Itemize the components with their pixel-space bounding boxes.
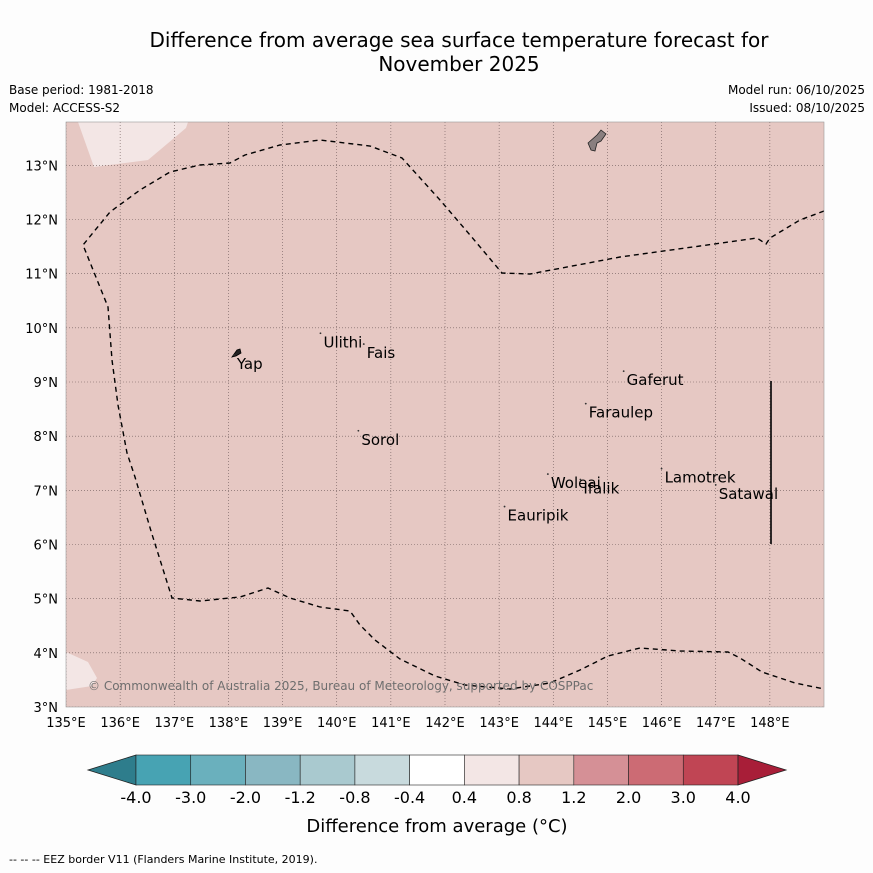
colorbar-segment xyxy=(409,754,465,786)
lat-tick-label: 12°N xyxy=(25,214,58,229)
colorbar-tick-label: 0.8 xyxy=(506,788,531,807)
lon-tick-label: 144°E xyxy=(534,716,574,731)
lon-tick-label: 136°E xyxy=(100,716,140,731)
colorbar-tick-labels: -4.0 -3.0 -2.0 -1.2 -0.8 -0.4 0.4 0.8 1.2 2.0 3.0 4… xyxy=(120,788,750,807)
lat-tick-label: 11°N xyxy=(25,268,58,283)
atoll-marker xyxy=(579,478,582,481)
lat-tick-label: 3°N xyxy=(34,701,59,716)
lon-tick-label: 135°E xyxy=(46,716,86,731)
cooler-region-top xyxy=(78,122,188,167)
longitude-tick-labels: 135°E 136°E 137°E 138°E 139°E 140°E 141°E 142°E… xyxy=(46,716,789,731)
colorbar-segment xyxy=(628,754,684,786)
latitude-tick-labels: 3°N 4°N 5°N 6°N 7°N 8°N 9°N 10°N 11°N 12°N 13°N xyxy=(25,159,58,716)
place-label: Ifalik xyxy=(583,480,619,498)
cooler-region-bottom xyxy=(66,652,97,690)
colorbar-segment xyxy=(464,754,520,786)
place-label: Yap xyxy=(236,355,263,373)
colorbar-segment xyxy=(518,754,575,786)
model-name: Model: ACCESS-S2 xyxy=(9,101,121,115)
colorbar-high-extend xyxy=(737,754,788,786)
atoll-marker xyxy=(660,467,663,470)
map-frame xyxy=(65,121,825,708)
meta-right: Model run: 06/10/2025 Issued: 08/10/2025 xyxy=(728,81,865,117)
colorbar-segment xyxy=(135,754,192,786)
lat-tick-label: 8°N xyxy=(34,430,59,445)
colorbar-tick-label: -2.0 xyxy=(230,788,261,807)
model-run: Model run: 06/10/2025 xyxy=(727,83,865,97)
colorbar-tick-label: 4.0 xyxy=(725,788,750,807)
atoll-marker xyxy=(232,354,235,356)
title-line-1: Difference from average sea surface temp… xyxy=(149,28,769,52)
colorbar-segment xyxy=(190,754,246,786)
chart-title: Difference from average sea surface temp… xyxy=(0,28,873,76)
colorbar-segment xyxy=(299,754,356,786)
colorbar-low-extend xyxy=(86,754,137,786)
colorbar-tick-label: 1.2 xyxy=(561,788,586,807)
base-period: Base period: 1981-2018 xyxy=(9,83,154,97)
meta-left: Base period: 1981-2018 Model: ACCESS-S2 xyxy=(9,81,154,117)
lat-tick-label: 7°N xyxy=(34,484,59,499)
atoll-marker xyxy=(357,429,360,432)
colorbar-segment xyxy=(245,754,301,786)
lon-tick-label: 142°E xyxy=(425,716,465,731)
title-line-2: November 2025 xyxy=(378,52,540,76)
place-label: Woleai xyxy=(551,474,601,492)
place-labels: Yap Ulithi Fais Gaferut Faraulep Sorol Lamotre… xyxy=(232,332,778,525)
lon-tick-label: 137°E xyxy=(155,716,195,731)
eez-legend-note: -- -- -- EEZ border V11 (Flanders Marine… xyxy=(9,853,318,866)
place-label: Gaferut xyxy=(627,371,684,389)
colorbar-tick-label: -1.2 xyxy=(285,788,316,807)
lat-tick-label: 6°N xyxy=(34,539,59,554)
lon-tick-label: 148°E xyxy=(750,716,790,731)
graticule xyxy=(66,122,824,707)
atoll-marker xyxy=(503,505,506,508)
place-label: Eauripik xyxy=(508,507,569,525)
lat-tick-label: 10°N xyxy=(25,322,58,337)
atoll-marker xyxy=(546,473,549,475)
eez-border xyxy=(82,139,824,690)
map-area: Yap Ulithi Fais Gaferut Faraulep Sorol Lamotre… xyxy=(66,122,824,707)
atoll-marker xyxy=(319,332,322,335)
issued-date: Issued: 08/10/2025 xyxy=(749,101,865,115)
colorbar-tick-label: -3.0 xyxy=(175,788,206,807)
atoll-marker xyxy=(714,484,717,486)
colorbar xyxy=(86,754,788,786)
colorbar-segment xyxy=(573,754,629,786)
copyright-text: © Commonwealth of Australia 2025, Bureau… xyxy=(88,679,593,693)
place-label: Ulithi xyxy=(323,333,362,351)
colorbar-tick-label: 0.4 xyxy=(452,788,477,807)
lat-tick-label: 4°N xyxy=(34,647,59,662)
place-label: Lamotrek xyxy=(665,469,736,487)
place-label: Faraulep xyxy=(589,404,653,422)
guam-island xyxy=(587,129,607,152)
colorbar-segment xyxy=(354,754,410,786)
atoll-marker xyxy=(362,343,365,345)
colorbar-tick-label: 2.0 xyxy=(616,788,641,807)
lon-tick-label: 146°E xyxy=(642,716,682,731)
colorbar-tick-label: -4.0 xyxy=(120,788,151,807)
atoll-marker xyxy=(622,370,625,373)
lon-tick-label: 139°E xyxy=(263,716,303,731)
lat-tick-label: 9°N xyxy=(34,376,59,391)
lon-tick-label: 141°E xyxy=(371,716,411,731)
lon-tick-label: 143°E xyxy=(479,716,519,731)
lon-tick-label: 138°E xyxy=(209,716,249,731)
colorbar-tick-label: 3.0 xyxy=(671,788,696,807)
lat-tick-label: 13°N xyxy=(25,159,58,174)
colorbar-tick-label: -0.4 xyxy=(394,788,425,807)
place-label: Fais xyxy=(367,344,396,362)
lon-tick-label: 145°E xyxy=(588,716,628,731)
place-label: Satawal xyxy=(719,485,778,503)
lat-tick-label: 5°N xyxy=(34,593,59,608)
colorbar-tick-label: -0.8 xyxy=(339,788,370,807)
place-label: Sorol xyxy=(361,431,399,449)
lon-tick-label: 140°E xyxy=(317,716,357,731)
colorbar-segment xyxy=(682,754,739,786)
atoll-marker xyxy=(584,402,587,405)
lon-tick-label: 147°E xyxy=(696,716,736,731)
colorbar-title: Difference from average (°C) xyxy=(306,816,567,837)
